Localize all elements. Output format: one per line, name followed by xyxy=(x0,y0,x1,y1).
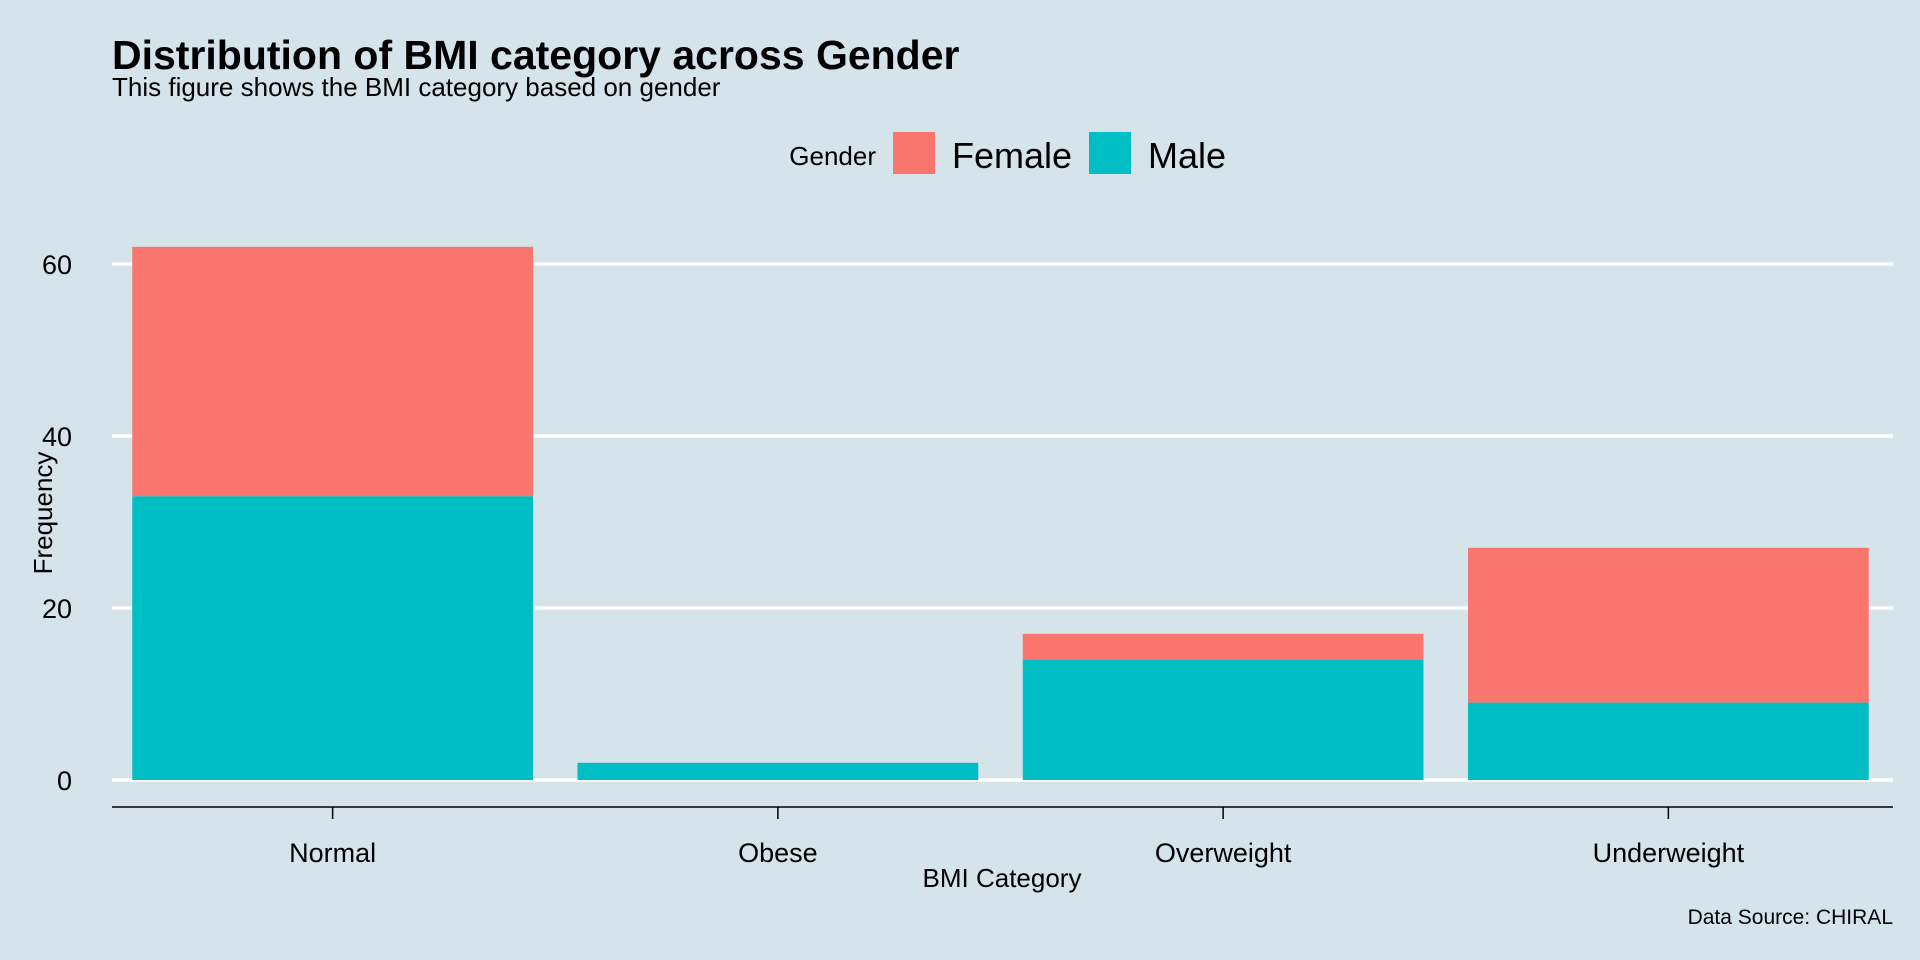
legend-title: Gender xyxy=(789,141,876,171)
bars xyxy=(132,246,1869,780)
y-axis-label: Frequency xyxy=(28,452,58,575)
bar-overweight-male xyxy=(1022,659,1424,780)
legend-label-female: Female xyxy=(952,135,1072,176)
bar-overweight-female xyxy=(1022,633,1424,660)
bar-underweight-male xyxy=(1468,702,1869,780)
x-tick-label-overweight: Overweight xyxy=(1155,838,1292,868)
bar-obese-male xyxy=(577,762,979,780)
bar-underweight-female xyxy=(1468,547,1869,703)
y-tick-label-20: 20 xyxy=(42,594,72,624)
y-tick-label-40: 40 xyxy=(42,422,72,452)
y-tick-label-0: 0 xyxy=(57,766,72,796)
x-tick-label-normal: Normal xyxy=(289,838,376,868)
x-tick-label-obese: Obese xyxy=(738,838,818,868)
legend: Gender Female Male xyxy=(789,132,1226,176)
chart-title: Distribution of BMI category across Gend… xyxy=(112,32,960,78)
legend-key-male xyxy=(1089,132,1131,174)
x-axis-label: BMI Category xyxy=(923,863,1082,893)
y-axis: 0 20 40 60 xyxy=(42,250,72,796)
legend-key-female xyxy=(893,132,935,174)
chart-subtitle: This figure shows the BMI category based… xyxy=(112,72,721,102)
bar-normal-female xyxy=(132,246,533,497)
y-tick-label-60: 60 xyxy=(42,250,72,280)
legend-label-male: Male xyxy=(1148,135,1226,176)
x-axis: Normal Obese Overweight Underweight xyxy=(112,806,1893,868)
caption: Data Source: CHIRAL xyxy=(1688,906,1893,929)
bar-normal-male xyxy=(132,496,533,780)
x-tick-label-underweight: Underweight xyxy=(1593,838,1745,868)
